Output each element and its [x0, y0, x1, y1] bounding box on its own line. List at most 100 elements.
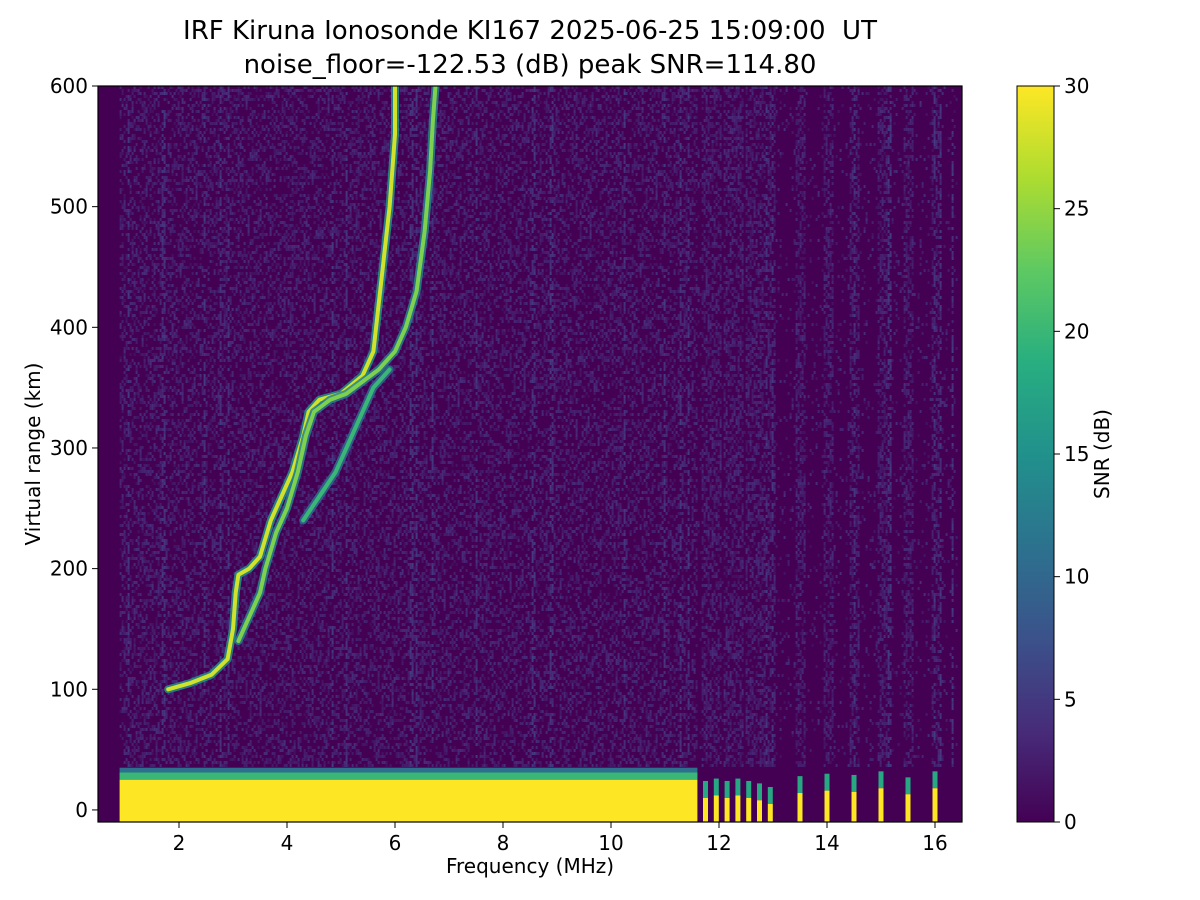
noise-cell	[174, 530, 176, 533]
noise-cell	[216, 161, 218, 164]
noise-cell	[138, 731, 140, 734]
noise-cell	[132, 329, 134, 332]
noise-cell	[204, 368, 206, 371]
noise-cell	[130, 365, 132, 368]
noise-cell	[188, 125, 190, 128]
noise-cell	[150, 131, 152, 134]
noise-cell	[204, 755, 206, 758]
noise-cell	[144, 413, 146, 416]
noise-cell	[126, 494, 128, 497]
noise-cell	[194, 515, 196, 518]
noise-cell	[146, 110, 148, 113]
noise-cell	[148, 146, 150, 149]
noise-cell	[128, 131, 130, 134]
noise-cell	[226, 212, 228, 215]
noise-cell	[158, 140, 160, 143]
noise-cell	[132, 224, 134, 227]
noise-cell	[136, 680, 138, 683]
noise-cell	[146, 194, 148, 197]
noise-cell	[122, 524, 124, 527]
noise-cell	[132, 398, 134, 401]
noise-cell	[122, 398, 124, 401]
noise-cell	[198, 296, 200, 299]
noise-cell	[202, 134, 204, 137]
noise-cell	[220, 638, 222, 641]
noise-cell	[160, 602, 162, 605]
noise-cell	[224, 443, 226, 446]
noise-cell	[218, 143, 220, 146]
noise-cell	[198, 419, 200, 422]
noise-cell	[128, 587, 130, 590]
noise-cell	[172, 713, 174, 716]
noise-cell	[160, 683, 162, 686]
noise-cell	[184, 452, 186, 455]
noise-cell	[200, 317, 202, 320]
noise-cell	[170, 257, 172, 260]
noise-cell	[220, 656, 222, 659]
noise-cell	[180, 455, 182, 458]
noise-cell	[122, 290, 124, 293]
noise-cell	[128, 647, 130, 650]
noise-cell	[126, 305, 128, 308]
noise-cell	[122, 650, 124, 653]
noise-cell	[184, 740, 186, 743]
noise-cell	[212, 425, 214, 428]
noise-cell	[186, 308, 188, 311]
noise-cell	[210, 566, 212, 569]
noise-cell	[128, 458, 130, 461]
noise-cell	[178, 626, 180, 629]
noise-cell	[138, 119, 140, 122]
noise-cell	[194, 158, 196, 161]
noise-cell	[158, 173, 160, 176]
noise-cell	[168, 179, 170, 182]
noise-cell	[124, 305, 126, 308]
noise-cell	[226, 422, 228, 425]
noise-cell	[200, 473, 202, 476]
noise-cell	[156, 749, 158, 752]
noise-cell	[204, 551, 206, 554]
noise-cell	[208, 446, 210, 449]
noise-cell	[154, 284, 156, 287]
noise-cell	[156, 392, 158, 395]
noise-cell	[182, 248, 184, 251]
noise-cell	[192, 584, 194, 587]
noise-cell	[220, 707, 222, 710]
noise-cell	[126, 710, 128, 713]
noise-cell	[126, 524, 128, 527]
noise-cell	[220, 674, 222, 677]
noise-cell	[122, 242, 124, 245]
noise-cell	[204, 104, 206, 107]
noise-cell	[138, 680, 140, 683]
noise-cell	[170, 233, 172, 236]
noise-cell	[204, 410, 206, 413]
noise-cell	[198, 92, 200, 95]
noise-cell	[152, 491, 154, 494]
noise-cell	[212, 335, 214, 338]
noise-cell	[208, 659, 210, 662]
noise-cell	[226, 113, 228, 116]
noise-cell	[156, 728, 158, 731]
noise-cell	[184, 128, 186, 131]
noise-cell	[142, 713, 144, 716]
noise-cell	[130, 341, 132, 344]
noise-cell	[218, 326, 220, 329]
noise-cell	[220, 305, 222, 308]
noise-cell	[170, 677, 172, 680]
noise-cell	[128, 557, 130, 560]
noise-cell	[156, 299, 158, 302]
noise-cell	[164, 758, 166, 761]
noise-cell	[120, 155, 122, 158]
noise-cell	[178, 248, 180, 251]
noise-cell	[140, 458, 142, 461]
noise-cell	[136, 506, 138, 509]
noise-cell	[226, 398, 228, 401]
noise-cell	[154, 356, 156, 359]
noise-cell	[158, 545, 160, 548]
noise-cell	[226, 677, 228, 680]
noise-cell	[190, 503, 192, 506]
noise-cell	[218, 158, 220, 161]
noise-cell	[164, 182, 166, 185]
noise-cell	[188, 230, 190, 233]
noise-cell	[130, 302, 132, 305]
noise-cell	[138, 563, 140, 566]
